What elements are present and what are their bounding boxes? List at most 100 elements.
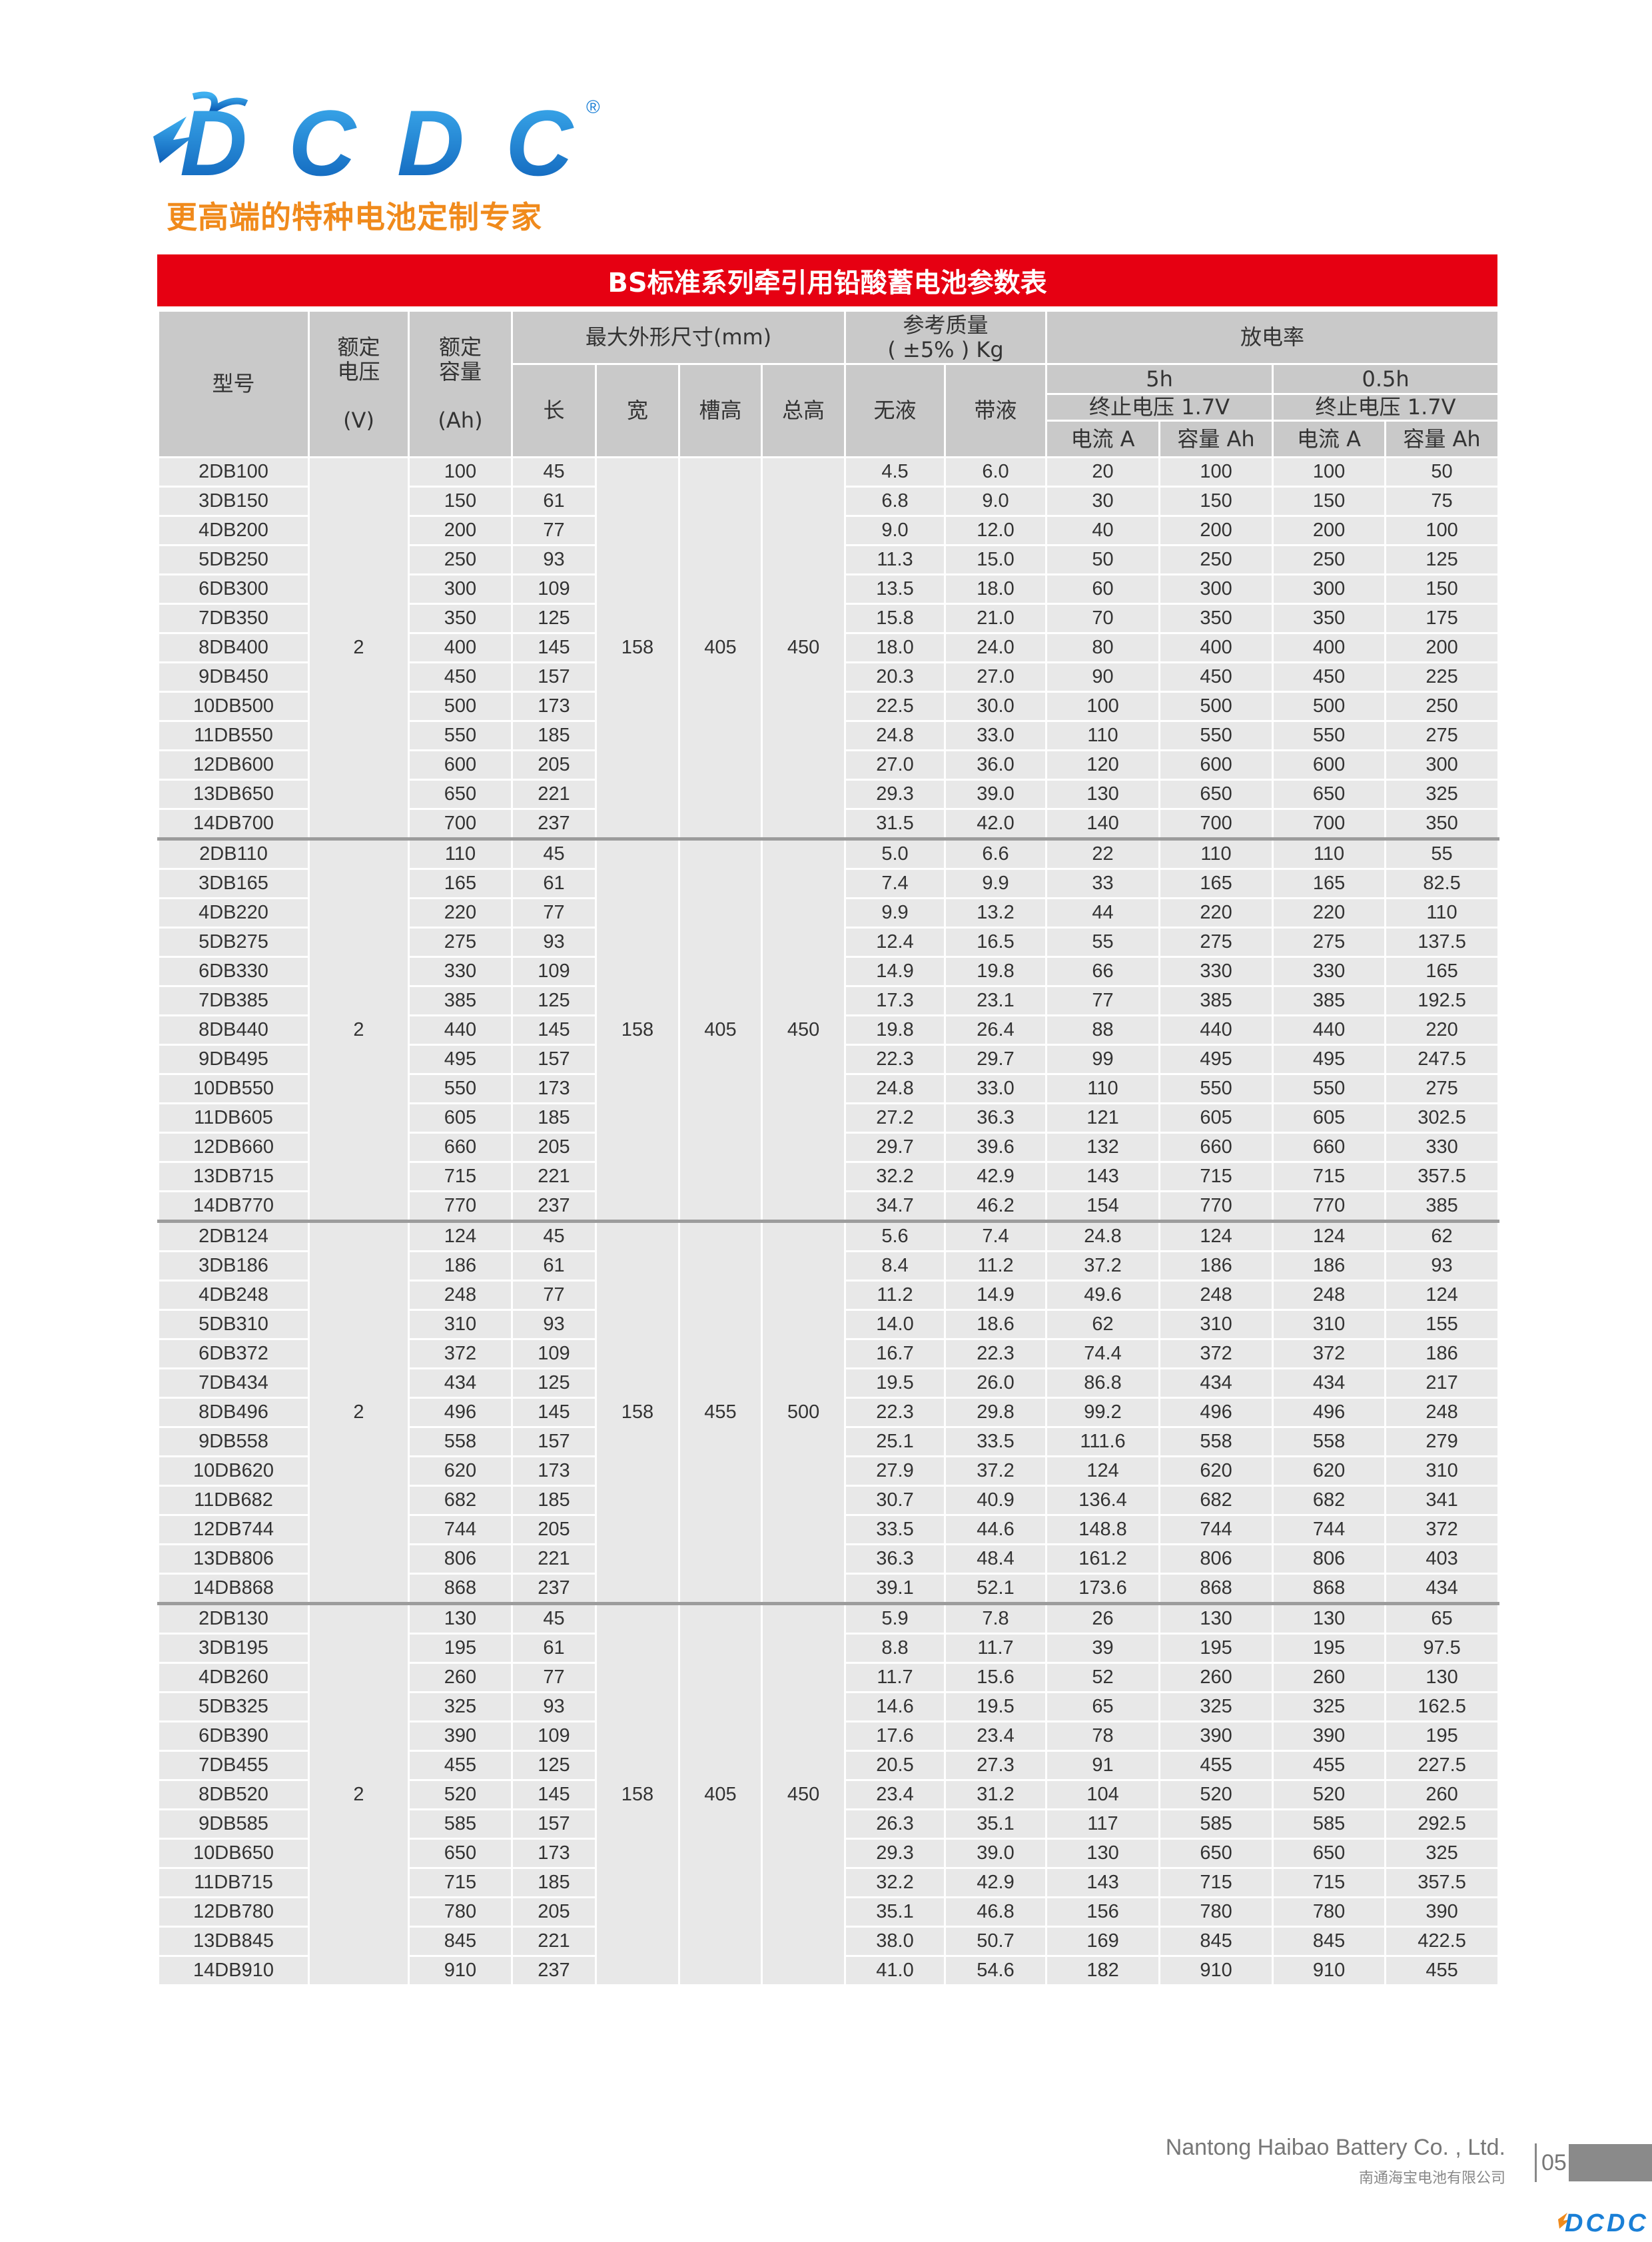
cell-length: 61 [511, 1250, 597, 1282]
cell-length: 61 [511, 1633, 597, 1664]
cell-capacity-05h: 357.5 [1384, 1161, 1500, 1192]
cell-current-05h: 300 [1272, 573, 1387, 605]
cell-current-05h: 500 [1272, 691, 1387, 722]
cell-current-5h: 22 [1045, 837, 1161, 870]
cell-model: 14DB770 [157, 1190, 310, 1222]
cell-length: 77 [511, 1662, 597, 1693]
cell-capacity-05h: 325 [1384, 1838, 1500, 1869]
cell-current-05h: 186 [1272, 1250, 1387, 1282]
cell-current-5h: 110 [1045, 720, 1161, 751]
cell-model: 6DB330 [157, 956, 310, 987]
cell-dry-weight: 32.2 [844, 1161, 947, 1192]
cell-current-5h: 136.4 [1045, 1485, 1161, 1516]
cell-wet-weight: 30.0 [944, 691, 1048, 722]
cell-capacity-5h: 400 [1158, 632, 1274, 663]
cell-length: 77 [511, 515, 597, 546]
cell-dry-weight: 27.9 [844, 1455, 947, 1487]
cell-current-5h: 90 [1045, 661, 1161, 693]
table-row: 10DB620 620 173 27.9 37.2 124 620 620 310 [157, 1455, 1500, 1487]
cell-capacity: 330 [408, 956, 513, 987]
table-row: 11DB682 682 185 30.7 40.9 136.4 682 682 341 [157, 1485, 1500, 1516]
cell-wet-weight: 39.0 [944, 779, 1048, 810]
cell-current-05h: 390 [1272, 1720, 1387, 1752]
table-row: 5DB275 275 93 12.4 16.5 55 275 275 137.5 [157, 927, 1500, 958]
cell-capacity-05h: 75 [1384, 486, 1500, 517]
cell-capacity-5h: 195 [1158, 1633, 1274, 1664]
cell-capacity-05h: 300 [1384, 749, 1500, 781]
cell-capacity: 558 [408, 1426, 513, 1457]
cell-model: 3DB165 [157, 868, 310, 899]
cell-model: 9DB585 [157, 1808, 310, 1840]
cell-length: 237 [511, 1955, 597, 1986]
cell-model: 3DB195 [157, 1633, 310, 1664]
cell-capacity: 186 [408, 1250, 513, 1282]
table-row: 9DB558 558 157 25.1 33.5 111.6 558 558 279 [157, 1426, 1500, 1457]
cell-capacity-05h: 93 [1384, 1250, 1500, 1282]
cell-wet-weight: 27.0 [944, 661, 1048, 693]
cell-dry-weight: 22.3 [844, 1044, 947, 1075]
table-row: 7DB455 455 125 20.5 27.3 91 455 455 227.5 [157, 1750, 1500, 1781]
cell-dry-weight: 38.0 [844, 1926, 947, 1957]
cell-dry-weight: 5.6 [844, 1220, 947, 1252]
header-weight: 参考质量( ±5% ) Kg [844, 310, 1048, 365]
cell-model: 5DB325 [157, 1691, 310, 1722]
cell-current-5h: 66 [1045, 956, 1161, 987]
cell-dry-weight: 19.8 [844, 1014, 947, 1046]
cell-capacity: 550 [408, 720, 513, 751]
cell-capacity-5h: 744 [1158, 1514, 1274, 1545]
cell-current-5h: 130 [1045, 1838, 1161, 1869]
cell-dry-weight: 22.5 [844, 691, 947, 722]
cell-width: 158 [595, 456, 680, 840]
cell-capacity: 195 [408, 1633, 513, 1664]
cell-length: 221 [511, 1926, 597, 1957]
cell-dry-weight: 6.8 [844, 486, 947, 517]
cell-capacity-05h: 217 [1384, 1367, 1500, 1399]
cell-capacity: 220 [408, 897, 513, 929]
cell-dry-weight: 12.4 [844, 927, 947, 958]
table-row: 2DB130 2 130 45 158 405 450 5.9 7.8 26 130 130 65 [157, 1602, 1500, 1986]
cell-capacity-05h: 330 [1384, 1132, 1500, 1163]
cell-wet-weight: 7.4 [944, 1220, 1048, 1252]
cell-current-05h: 130 [1272, 1602, 1387, 1635]
cell-length: 173 [511, 1073, 597, 1104]
cell-wet-weight: 31.2 [944, 1779, 1048, 1810]
cell-capacity-5h: 325 [1158, 1691, 1274, 1722]
cell-length: 125 [511, 603, 597, 634]
cell-current-05h: 372 [1272, 1338, 1387, 1369]
cell-model: 6DB390 [157, 1720, 310, 1752]
cell-wet-weight: 42.9 [944, 1867, 1048, 1898]
footer-brand-logo: DCDC [1558, 2209, 1647, 2235]
cell-capacity: 100 [408, 456, 513, 488]
table-row: 6DB300 300 109 13.5 18.0 60 300 300 150 [157, 573, 1500, 605]
cell-model: 4DB220 [157, 897, 310, 929]
cell-capacity-05h: 310 [1384, 1455, 1500, 1487]
table-row: 9DB495 495 157 22.3 29.7 99 495 495 247.5 [157, 1044, 1500, 1075]
header-cap-5h: 容量 Ah [1158, 420, 1274, 458]
cell-capacity-5h: 715 [1158, 1867, 1274, 1898]
cell-slot-height: 405 [678, 1602, 763, 1986]
cell-width: 158 [595, 1220, 680, 1605]
cell-current-5h: 44 [1045, 897, 1161, 929]
cell-dry-weight: 9.9 [844, 897, 947, 929]
cell-capacity-5h: 100 [1158, 456, 1274, 488]
cell-length: 237 [511, 808, 597, 840]
cell-capacity-5h: 385 [1158, 985, 1274, 1016]
table-row: 10DB650 650 173 29.3 39.0 130 650 650 325 [157, 1838, 1500, 1869]
header-width: 宽 [595, 363, 680, 458]
cell-capacity: 400 [408, 632, 513, 663]
cell-capacity-05h: 125 [1384, 544, 1500, 575]
cell-model: 10DB620 [157, 1455, 310, 1487]
table-row: 3DB150 150 61 6.8 9.0 30 150 150 75 [157, 486, 1500, 517]
cell-length: 157 [511, 1808, 597, 1840]
cell-length: 125 [511, 1750, 597, 1781]
header-discharge: 放电率 [1045, 310, 1500, 365]
cell-model: 7DB385 [157, 985, 310, 1016]
cell-capacity: 260 [408, 1662, 513, 1693]
cell-capacity: 910 [408, 1955, 513, 1986]
cell-capacity-5h: 124 [1158, 1220, 1274, 1252]
cell-wet-weight: 9.9 [944, 868, 1048, 899]
table-row: 3DB186 186 61 8.4 11.2 37.2 186 186 93 [157, 1250, 1500, 1282]
cell-length: 221 [511, 1161, 597, 1192]
cell-model: 12DB600 [157, 749, 310, 781]
cell-capacity: 806 [408, 1543, 513, 1575]
